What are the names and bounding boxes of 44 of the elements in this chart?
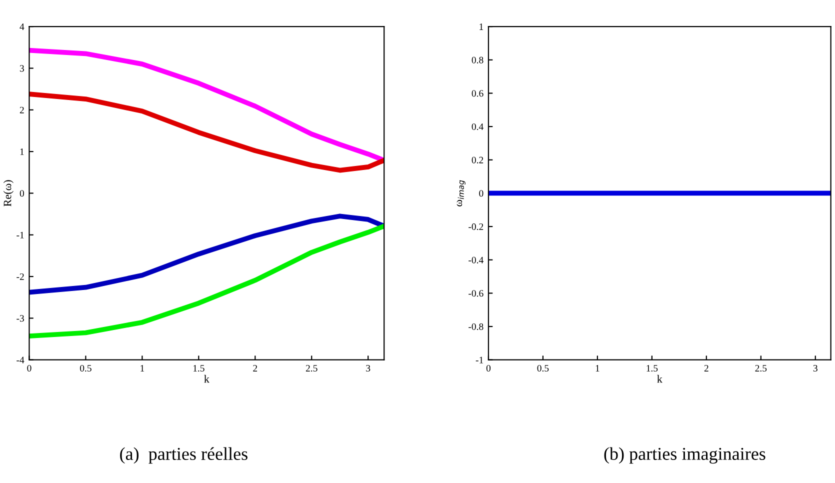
- x-axis-title: k: [657, 374, 662, 383]
- y-tick-label: 2: [20, 106, 24, 114]
- y-tick-label: -4: [16, 356, 24, 364]
- line-series: [29, 92, 384, 173]
- y-tick-label: 0.6: [472, 90, 484, 97]
- y-tick-label: -0.8: [468, 323, 484, 330]
- y-tick-label: -1: [476, 356, 484, 364]
- y-tick-label: -0.2: [468, 223, 484, 230]
- line-series: [29, 214, 384, 295]
- text: (a) parties réelles: [120, 447, 248, 464]
- x-tick-label: 2: [253, 365, 258, 372]
- y-tick-label: 3: [20, 65, 24, 72]
- y-tick-label: 0.8: [472, 56, 484, 64]
- y-tick-label: 0.2: [472, 156, 484, 164]
- y-tick-label: 1: [20, 148, 24, 155]
- y-tick-label: 0.4: [472, 123, 484, 130]
- x-tick-label: 3: [366, 365, 370, 372]
- y-tick-label: -1: [16, 232, 24, 238]
- x-tick-label: 0: [486, 364, 491, 372]
- text: (b) parties imaginaires: [604, 447, 766, 464]
- line-series: [29, 224, 384, 339]
- x-tick-label: 1: [596, 365, 600, 372]
- y-tick-label: -2: [16, 273, 24, 280]
- y-tick-label: 1: [480, 24, 484, 30]
- x-axis-title: k: [204, 374, 210, 383]
- y-tick-label: -0.4: [468, 256, 484, 264]
- y-tick-label: 0: [20, 190, 24, 197]
- x-tick-label: 1.5: [193, 365, 204, 372]
- x-tick-label: 1.5: [646, 365, 658, 372]
- x-tick-label: 0: [27, 364, 32, 372]
- y-tick-label: -0.6: [468, 290, 484, 297]
- y-tick-label: 0: [479, 190, 484, 197]
- x-tick-label: 2.5: [306, 365, 318, 372]
- x-tick-label: 2.5: [755, 365, 767, 372]
- x-tick-label: 0.5: [80, 364, 92, 372]
- y-axis-title: ω$_{imag}$: [456, 180, 466, 206]
- y-tick-label: -3: [16, 315, 24, 322]
- x-tick-label: 3: [813, 365, 818, 372]
- x-tick-label: 2: [704, 365, 708, 372]
- line-series: [29, 48, 384, 163]
- x-tick-label: 0.5: [537, 364, 549, 372]
- x-tick-label: 1: [140, 365, 144, 372]
- y-tick-label: 4: [20, 24, 24, 30]
- y-axis-title: Re(ω): [3, 180, 14, 206]
